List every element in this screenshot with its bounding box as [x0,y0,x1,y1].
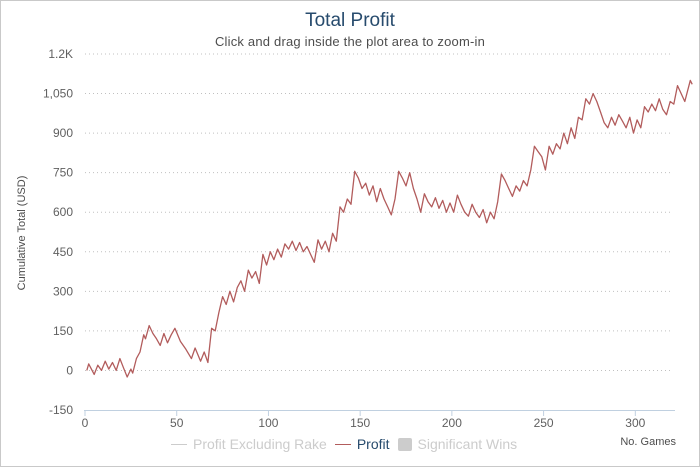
y-tick-label: 1,050 [43,87,73,101]
legend-item-significant-wins[interactable]: Significant Wins [397,436,518,452]
legend-label: Significant Wins [417,436,518,452]
y-tick-label: 450 [53,245,73,259]
legend-label: Profit [356,436,390,452]
y-tick-label: -150 [49,403,73,417]
y-tick-labels: -150 0 150 300 450 600 750 900 1,050 1.2K [43,47,73,417]
area-swatch-icon [397,437,412,451]
x-tick-label: 100 [258,416,278,430]
chart-subtitle: Click and drag inside the plot area to z… [214,34,486,49]
legend-item-profit-excluding-rake[interactable]: Profit Excluding Rake [171,436,327,452]
x-axis-title: No. Games [620,436,676,448]
y-tick-label: 0 [66,363,73,377]
y-tick-label: 900 [53,126,73,140]
x-tick-label: 250 [534,416,554,430]
series-group [86,79,693,378]
x-tick-label: 150 [350,416,370,430]
axes [84,410,675,416]
legend-item-profit[interactable]: Profit [334,436,390,452]
y-tick-label: 300 [53,284,73,298]
x-tick-label: 300 [625,416,645,430]
line-swatch-icon [334,443,351,445]
x-tick-label: 50 [170,416,184,430]
line-swatch-icon [171,443,187,445]
y-axis-title: Cumulative Total (USD) [16,176,28,291]
legend-label: Profit Excluding Rake [193,436,327,452]
series-line-profit[interactable] [86,79,693,378]
chart-title: Total Profit [305,10,395,31]
grid-lines [85,53,672,371]
x-tick-label: 0 [82,416,89,430]
x-tick-label: 200 [442,416,462,430]
legend: Profit Excluding Rake Profit Significant… [171,436,525,452]
y-tick-label: 1.2K [48,47,73,61]
y-tick-label: 750 [53,166,73,180]
x-tick-labels: 0 50 100 150 200 250 300 [82,416,646,430]
y-tick-label: 600 [53,205,73,219]
y-tick-label: 150 [53,324,73,338]
